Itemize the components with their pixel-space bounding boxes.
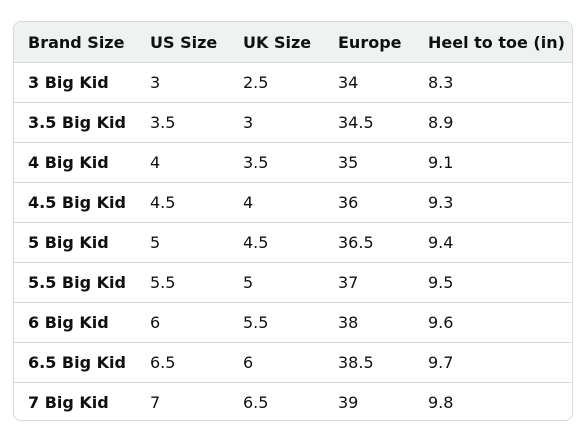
header-europe: Europe <box>324 22 414 63</box>
cell-heel-to-toe: 9.1 <box>414 142 572 183</box>
table-header-row: Brand Size US Size UK Size Europe Heel t… <box>14 22 572 63</box>
cell-europe: 38.5 <box>324 342 414 383</box>
table-row: 5 Big Kid 5 4.5 36.5 9.4 <box>14 222 572 263</box>
cell-us-size: 7 <box>150 393 161 412</box>
cell-us-size: 5 <box>136 222 229 263</box>
table-row: 5.5 Big Kid 5.5 5 37 9.5 <box>14 262 572 303</box>
cell-us-size: 4.5 <box>136 182 229 223</box>
cell-us-size: 6.5 <box>136 342 229 383</box>
header-us-size: US Size <box>136 22 229 63</box>
cell-heel-to-toe: 9.6 <box>414 302 572 343</box>
cell-europe: 34.5 <box>324 102 414 143</box>
header-heel-to-toe: Heel to toe (in) <box>414 22 572 63</box>
cell-europe: 37 <box>324 262 414 303</box>
cell-heel-to-toe: 8.9 <box>414 102 572 143</box>
table-row: 6.5 Big Kid 6.5 6 38.5 9.7 <box>14 342 572 383</box>
cell-brand-size: 3.5 Big Kid <box>14 102 136 143</box>
table-row: 4 Big Kid 4 3.5 35 9.1 <box>14 142 572 183</box>
cell-europe: 39 <box>338 393 359 412</box>
size-chart-table: Brand Size US Size UK Size Europe Heel t… <box>14 22 572 421</box>
cell-us-size: 5.5 <box>136 262 229 303</box>
cell-uk-size: 4 <box>229 182 324 223</box>
cell-brand-size: 6 Big Kid <box>14 302 136 343</box>
cell-heel-to-toe: 9.3 <box>414 182 572 223</box>
cell-uk-size: 3.5 <box>229 142 324 183</box>
cell-europe: 38 <box>324 302 414 343</box>
cell-us-size: 4 <box>136 142 229 183</box>
cell-uk-size: 5 <box>229 262 324 303</box>
cell-uk-size: 3 <box>229 102 324 143</box>
cell-europe: 36 <box>324 182 414 223</box>
cell-us-size: 6 <box>136 302 229 343</box>
cell-uk-size: 4.5 <box>229 222 324 263</box>
cell-heel-to-toe: 9.8 <box>428 393 454 412</box>
header-uk-size: UK Size <box>229 22 324 63</box>
cell-brand-size: 4.5 Big Kid <box>14 182 136 223</box>
cell-heel-to-toe: 9.4 <box>414 222 572 263</box>
cell-uk-size: 6 <box>229 342 324 383</box>
cell-brand-size: 5.5 Big Kid <box>14 262 136 303</box>
cell-us-size: 3 <box>136 62 229 103</box>
cell-heel-to-toe: 9.5 <box>414 262 572 303</box>
table-row: 6 Big Kid 6 5.5 38 9.6 <box>14 302 572 343</box>
cell-heel-to-toe: 9.7 <box>414 342 572 383</box>
cell-europe: 36.5 <box>324 222 414 263</box>
cell-uk-size: 2.5 <box>229 62 324 103</box>
table-row: 4.5 Big Kid 4.5 4 36 9.3 <box>14 182 572 223</box>
table-row: 3 Big Kid 3 2.5 34 8.3 <box>14 62 572 103</box>
cell-brand-size: 5 Big Kid <box>14 222 136 263</box>
table-row: 3.5 Big Kid 3.5 3 34.5 8.9 <box>14 102 572 143</box>
cell-europe: 35 <box>324 142 414 183</box>
size-chart-container: Brand Size US Size UK Size Europe Heel t… <box>13 21 573 421</box>
cell-brand-size: 7 Big Kid <box>28 393 109 412</box>
cell-brand-size: 6.5 Big Kid <box>14 342 136 383</box>
cell-heel-to-toe: 8.3 <box>414 62 572 103</box>
cell-uk-size: 5.5 <box>229 302 324 343</box>
cell-europe: 34 <box>324 62 414 103</box>
cell-uk-size: 6.5 <box>243 393 269 412</box>
cell-brand-size: 3 Big Kid <box>14 62 136 103</box>
cell-us-size: 3.5 <box>136 102 229 143</box>
table-row: 7 Big Kid 7 6.5 39 9.8 <box>14 383 572 421</box>
cell-brand-size: 4 Big Kid <box>14 142 136 183</box>
header-brand-size: Brand Size <box>14 22 136 63</box>
